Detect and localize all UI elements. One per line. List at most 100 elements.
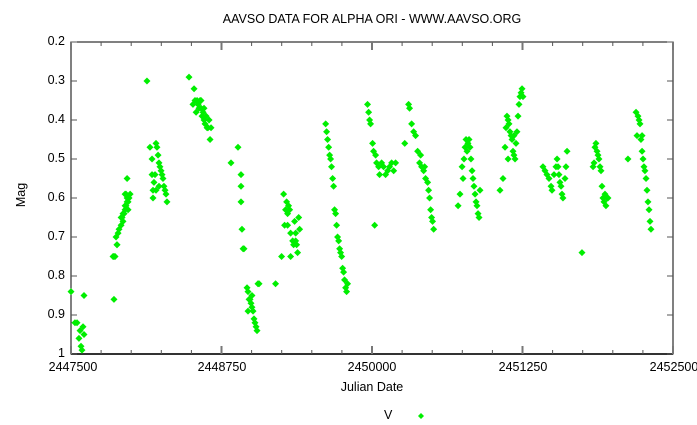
data-point <box>281 221 289 229</box>
data-point <box>504 155 512 163</box>
chart-title: AAVSO DATA FOR ALPHA ORI - WWW.AAVSO.ORG <box>222 12 522 26</box>
data-point <box>123 175 131 182</box>
data-point <box>563 147 571 155</box>
data-point <box>473 202 481 210</box>
data-point <box>328 163 336 171</box>
data-point <box>518 85 526 93</box>
data-point <box>280 190 288 198</box>
data-point <box>333 221 341 229</box>
data-point <box>254 280 262 288</box>
data-point <box>602 202 610 210</box>
data-point <box>253 327 261 335</box>
data-point <box>412 132 420 140</box>
data-point <box>417 151 425 159</box>
data-point <box>598 182 606 190</box>
data-point <box>639 155 647 163</box>
data-point <box>159 175 167 182</box>
data-point <box>200 104 208 112</box>
data-point <box>291 217 299 225</box>
data-point <box>465 136 473 143</box>
data-point <box>287 229 295 237</box>
data-point <box>344 280 352 288</box>
y-tick: 0.6 <box>47 190 65 204</box>
data-point <box>557 182 565 190</box>
x-tick: 2450000 <box>347 360 397 374</box>
data-point <box>146 143 154 151</box>
data-point <box>67 288 75 296</box>
data-point <box>636 120 644 128</box>
data-point <box>515 100 523 108</box>
data-point <box>338 253 346 260</box>
data-point <box>638 132 646 140</box>
data-point <box>207 124 215 132</box>
data-point <box>367 120 375 128</box>
data-point <box>197 97 205 104</box>
data-point <box>162 190 170 198</box>
data-point <box>467 155 475 163</box>
data-point <box>322 120 330 128</box>
data-point <box>244 288 252 296</box>
data-point <box>149 194 157 202</box>
data-point <box>562 163 570 171</box>
y-tick: 0.7 <box>47 229 65 243</box>
data-point <box>121 190 129 198</box>
data-point <box>287 253 295 260</box>
data-point <box>592 139 600 147</box>
data-point <box>514 112 522 120</box>
data-point <box>117 214 125 221</box>
data-point <box>476 186 484 194</box>
data-point <box>296 225 304 233</box>
x-tick: 2452500 <box>649 360 697 374</box>
data-point <box>150 178 158 186</box>
data-point <box>466 143 474 151</box>
data-point <box>644 198 652 206</box>
data-point <box>392 159 400 167</box>
data-point <box>427 206 435 214</box>
data-point <box>154 151 162 159</box>
data-point <box>80 292 88 299</box>
data-points <box>67 73 655 354</box>
data-point <box>454 202 462 210</box>
data-point <box>325 143 333 151</box>
data-point <box>548 186 556 194</box>
y-tick: 0.3 <box>47 73 65 87</box>
data-point <box>578 249 586 257</box>
data-point <box>510 132 518 140</box>
data-point <box>286 206 294 214</box>
data-point <box>470 182 478 190</box>
data-point <box>190 85 198 93</box>
y-tick: 0.9 <box>47 307 65 321</box>
data-point <box>237 171 245 179</box>
data-point <box>401 139 409 147</box>
data-point <box>143 77 151 85</box>
data-point <box>323 128 331 136</box>
data-point <box>643 186 651 194</box>
data-point <box>550 171 558 179</box>
data-point <box>458 163 466 171</box>
data-point <box>295 214 303 221</box>
data-point <box>511 155 519 163</box>
data-point <box>327 155 335 163</box>
data-point <box>647 225 655 233</box>
data-point <box>429 217 437 225</box>
data-point <box>79 323 87 331</box>
data-point <box>248 292 256 299</box>
data-point <box>471 190 479 198</box>
data-point <box>244 307 252 315</box>
data-point <box>459 175 467 182</box>
data-point <box>71 319 79 327</box>
data-point <box>469 175 477 182</box>
data-point <box>294 249 302 257</box>
data-point <box>430 225 438 233</box>
data-point <box>425 186 433 194</box>
data-point <box>519 93 527 101</box>
legend: V <box>384 408 392 422</box>
x-tick: 2447500 <box>48 360 98 374</box>
data-point <box>426 194 434 202</box>
data-point <box>152 186 160 194</box>
data-point <box>645 206 653 214</box>
data-point <box>192 108 200 116</box>
data-point <box>148 155 156 163</box>
data-point <box>75 334 83 342</box>
